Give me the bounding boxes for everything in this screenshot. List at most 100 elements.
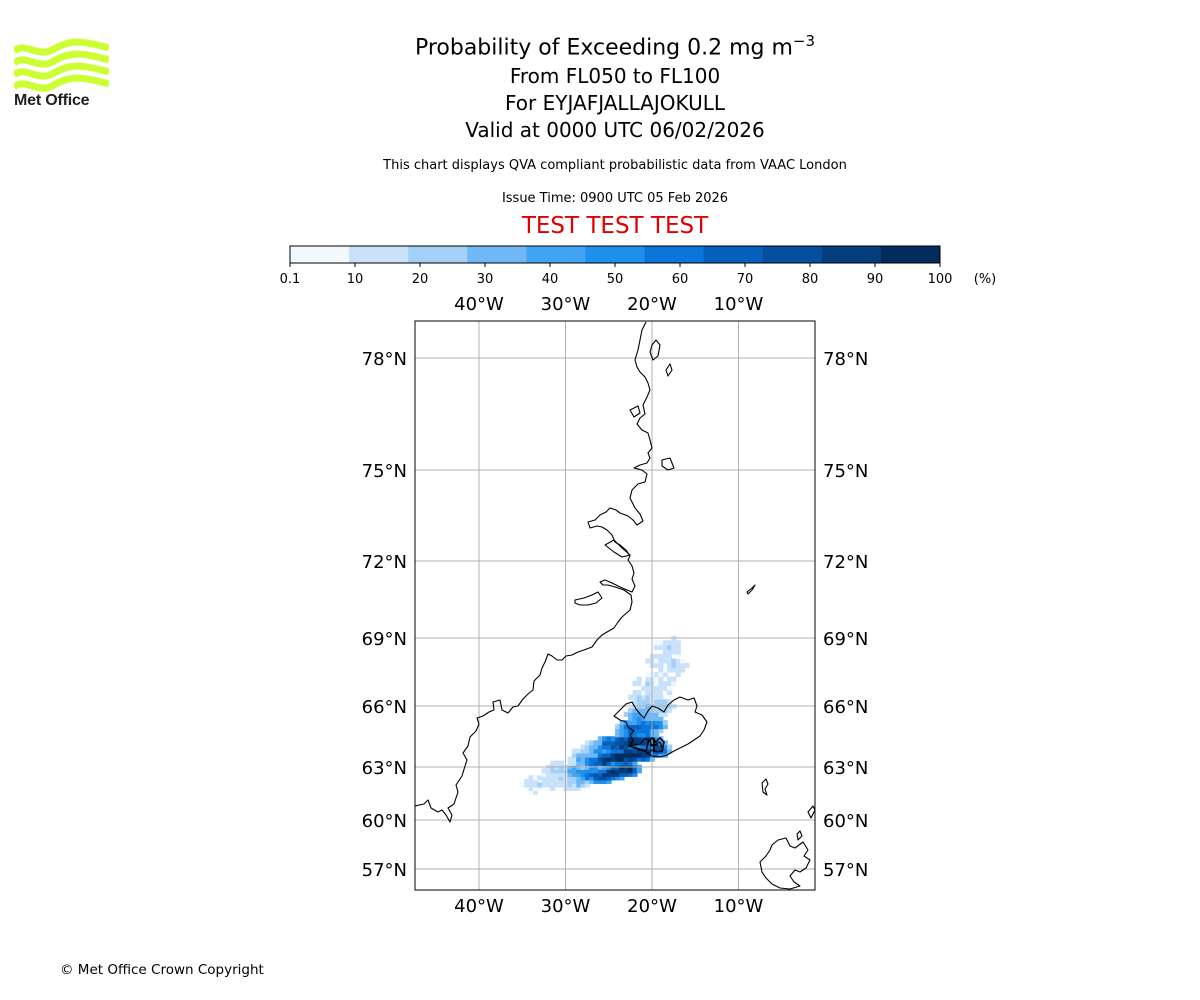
ash-cell <box>675 653 681 659</box>
colorbar-tick-label: 70 <box>737 272 754 287</box>
ash-cell <box>671 681 677 687</box>
description-text: This chart displays QVA compliant probab… <box>383 158 847 173</box>
ash-cell <box>662 724 668 730</box>
ash-cell <box>654 720 660 726</box>
lat-label-left: 63°N <box>362 758 407 779</box>
ash-cell <box>589 752 595 758</box>
ash-cell <box>658 662 664 669</box>
lat-label-right: 75°N <box>823 461 868 482</box>
ash-cell <box>623 752 629 758</box>
ash-cell <box>667 658 673 664</box>
ash-cell <box>602 778 608 784</box>
ash-cell <box>645 752 651 758</box>
copyright: © Met Office Crown Copyright <box>60 962 264 978</box>
ash-cell <box>658 740 664 746</box>
ash-cell <box>654 711 660 717</box>
ash-cell <box>628 707 634 713</box>
ash-cell <box>554 782 560 788</box>
ash-cell <box>550 771 556 777</box>
colorbar-bin <box>644 246 705 263</box>
faroe-islands <box>761 778 769 796</box>
title-levels: From FL050 to FL100 <box>509 64 721 89</box>
ash-cell <box>641 685 647 691</box>
colorbar-tick-label: 40 <box>542 272 559 287</box>
ash-cell <box>667 699 673 705</box>
colorbar-bin <box>349 246 409 263</box>
colorbar-bin <box>880 246 941 263</box>
ash-cell <box>532 778 539 784</box>
ash-cell <box>667 667 673 673</box>
ash-cell <box>580 771 586 777</box>
ash-cell <box>667 653 673 659</box>
ash-cell <box>667 681 673 687</box>
ash-cell <box>619 744 625 750</box>
ash-cell <box>667 744 673 750</box>
volcano-marker-icon <box>645 736 665 753</box>
ash-cell <box>632 690 638 696</box>
ash-cell <box>654 662 660 669</box>
lon-label-bottom: 20°W <box>627 896 677 917</box>
shetland <box>796 830 803 841</box>
ash-cell <box>662 685 668 691</box>
ash-cell <box>576 768 582 774</box>
ash-cell <box>658 690 664 696</box>
logo-wave <box>14 62 109 80</box>
ash-cell <box>593 771 599 777</box>
ash-cell <box>606 740 612 746</box>
ash-cell <box>537 785 543 792</box>
ash-cell <box>636 744 642 750</box>
lat-label-right: 72°N <box>823 552 868 573</box>
ash-cell <box>623 756 629 762</box>
ash-cell <box>654 658 660 664</box>
ash-cell <box>662 740 668 746</box>
ash-cell <box>636 694 642 700</box>
ash-cell <box>645 720 651 726</box>
ash-cell <box>610 740 616 746</box>
ash-cell <box>654 690 660 696</box>
ash-cell <box>619 760 625 766</box>
ash-cell <box>675 667 681 673</box>
colorbar: 0.1 10 20 30 40 50 60 70 80 90 100 (%) <box>280 245 996 287</box>
ash-cell <box>567 782 573 788</box>
ash-cell <box>576 785 582 792</box>
lat-label-right: 69°N <box>823 629 868 650</box>
ash-cell <box>606 768 612 774</box>
ash-cell <box>619 732 625 738</box>
ash-cell <box>628 756 634 762</box>
lat-label-left: 60°N <box>362 811 407 832</box>
ash-cell <box>550 775 556 781</box>
ash-cell <box>645 685 651 691</box>
ash-cell <box>628 694 634 700</box>
ash-cell <box>602 740 608 746</box>
ash-cell <box>632 681 638 687</box>
ash-cell <box>567 778 573 784</box>
ash-cell <box>580 775 586 781</box>
lat-label-left: 69°N <box>362 629 407 650</box>
greenland-fjord-1 <box>574 591 603 606</box>
ash-cell <box>645 724 651 730</box>
ash-cell <box>576 782 582 788</box>
ash-cell <box>619 724 625 730</box>
ash-cell <box>589 768 595 774</box>
ash-cell <box>658 658 664 664</box>
ash-cell <box>597 736 603 742</box>
ash-cell <box>571 760 577 766</box>
ash-cell <box>680 658 686 664</box>
colorbar-bin <box>467 246 527 263</box>
graticule <box>415 321 815 890</box>
ash-cell <box>654 732 660 738</box>
ash-cell <box>606 736 612 742</box>
ash-cell <box>662 681 668 687</box>
ash-cell <box>641 744 647 750</box>
ash-cell <box>628 760 634 766</box>
ash-cell <box>576 760 582 766</box>
ash-cell <box>589 740 595 746</box>
ash-cell <box>580 744 586 750</box>
ash-cell <box>623 740 629 746</box>
ash-cell <box>532 785 539 792</box>
ash-cell <box>662 711 668 717</box>
ash-cell <box>645 694 651 700</box>
ash-cell <box>675 640 681 646</box>
iceland-reykjanes <box>627 738 664 755</box>
ash-cell <box>632 768 638 774</box>
